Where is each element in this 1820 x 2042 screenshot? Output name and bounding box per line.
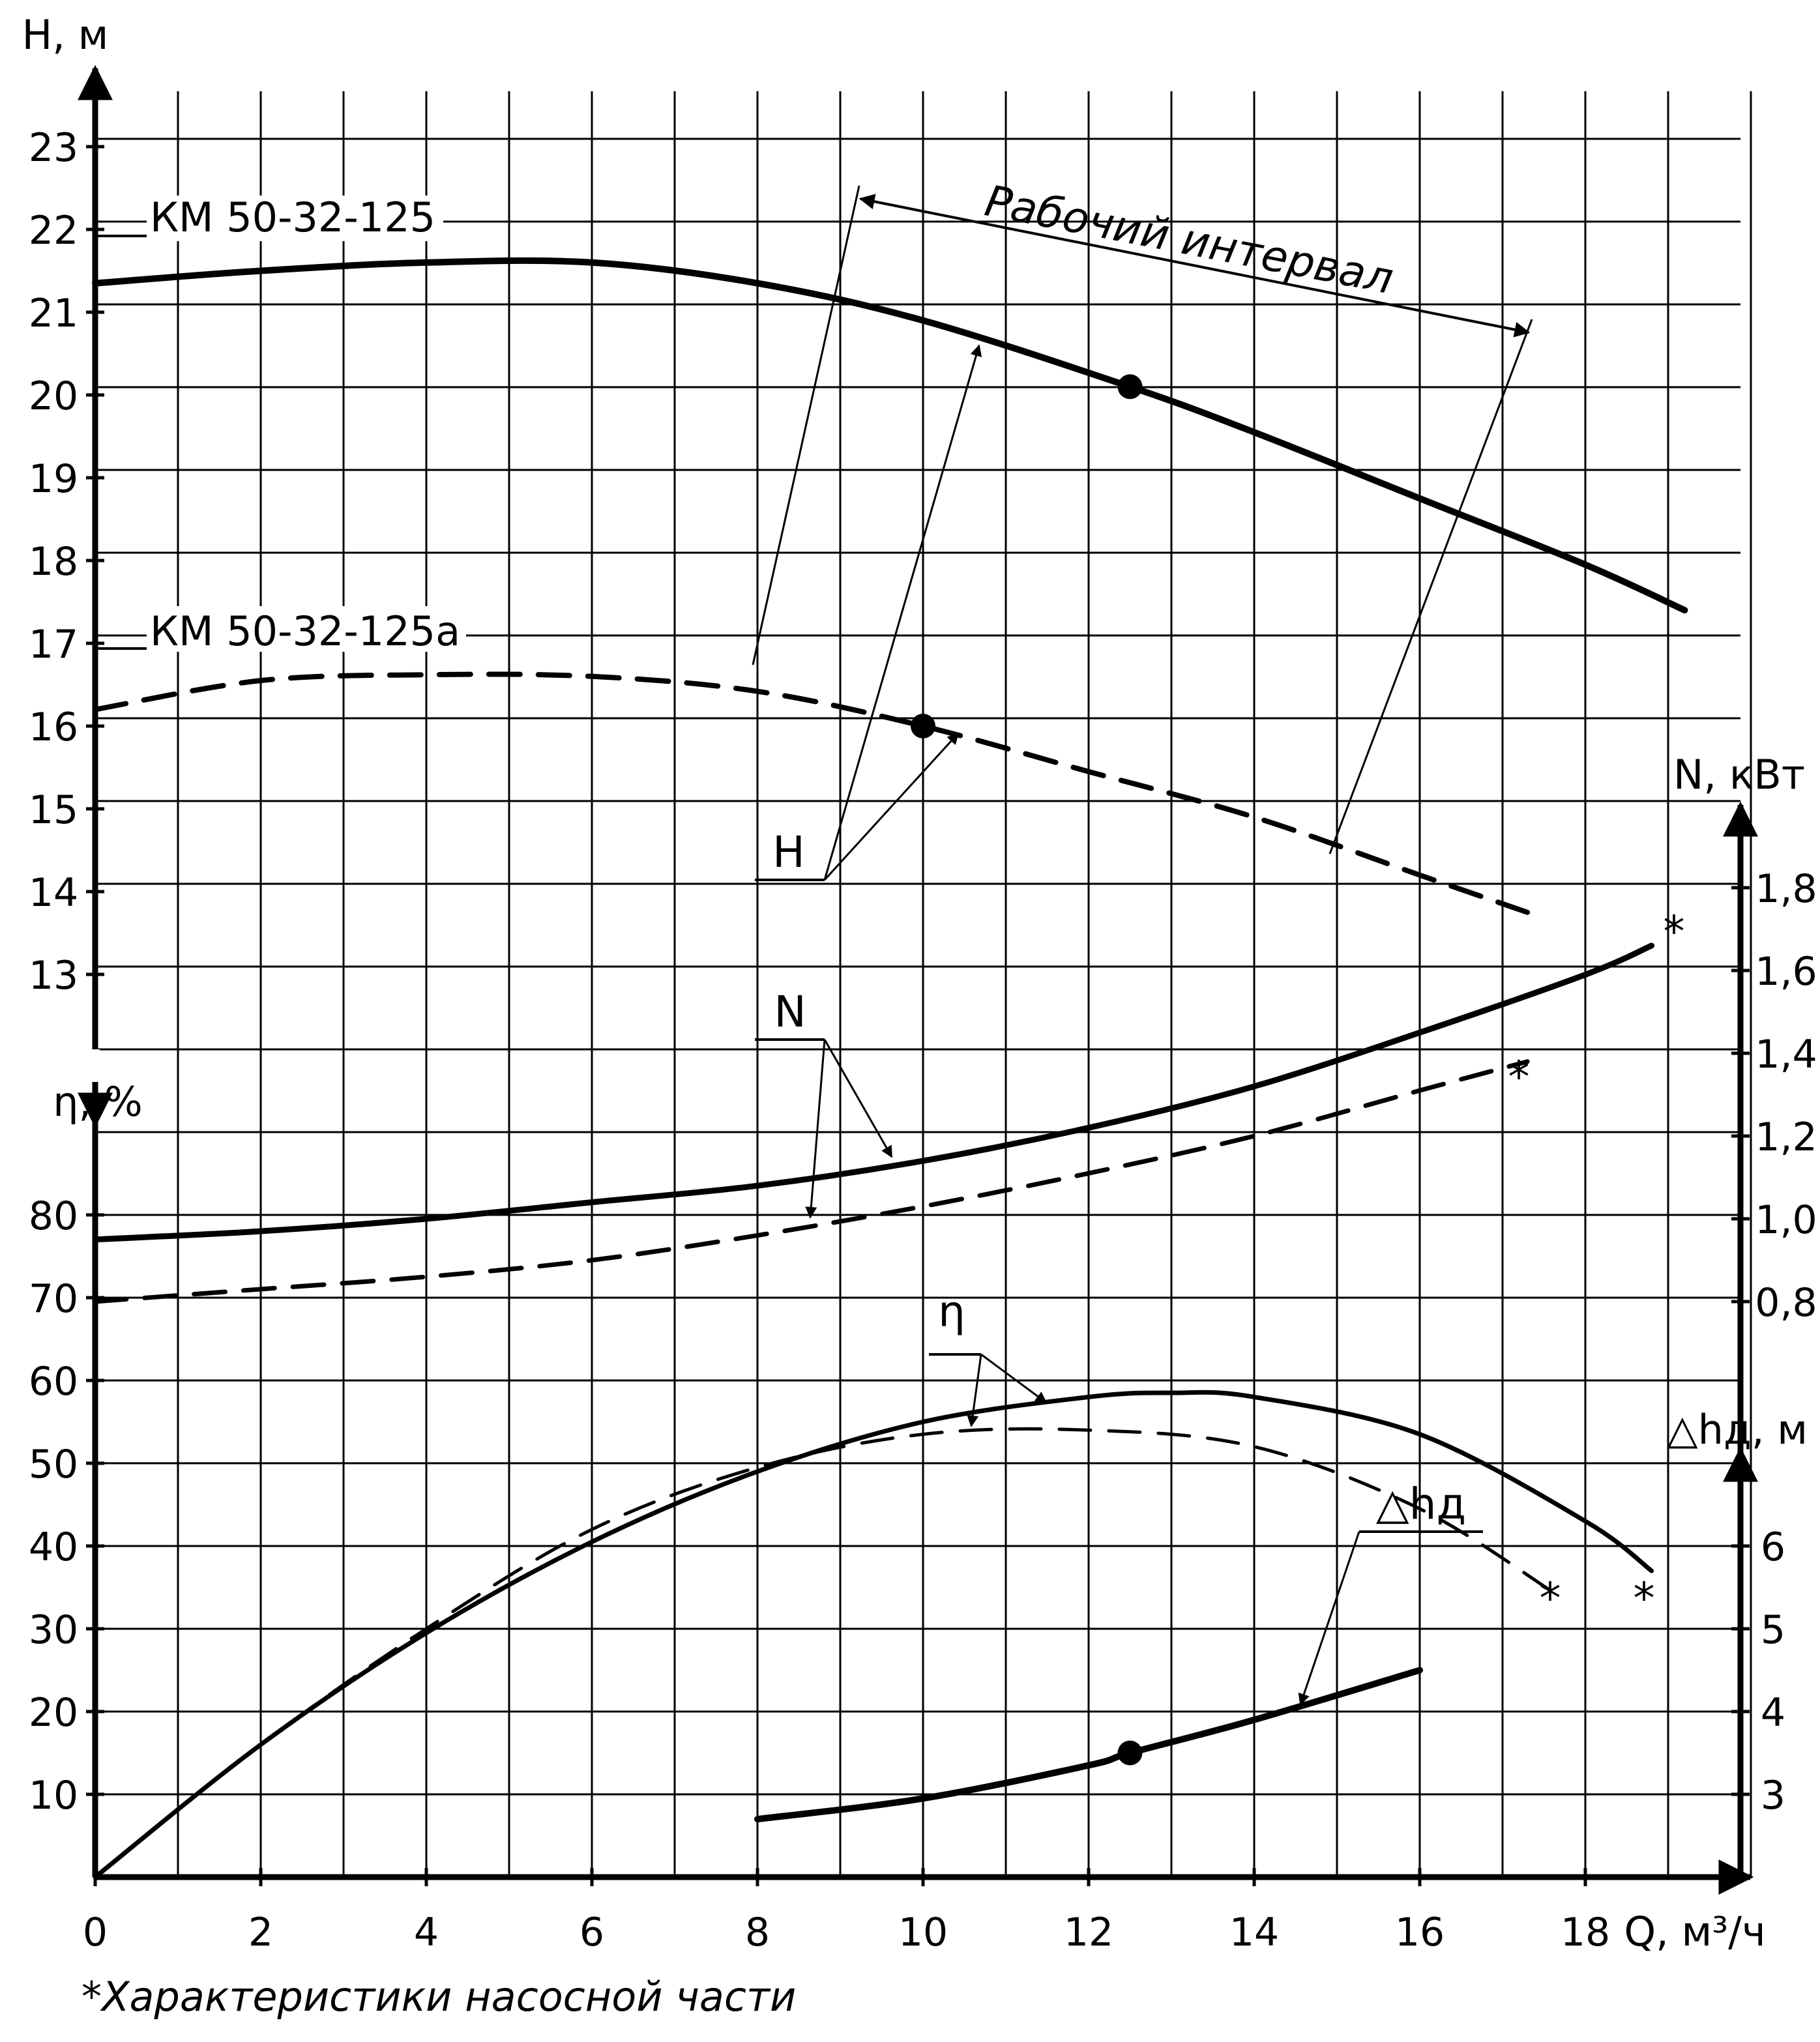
npsh-tick-label: 4 bbox=[1761, 1690, 1785, 1736]
efficiency-tick-label: 80 bbox=[29, 1193, 78, 1239]
model-label-125: КМ 50-32-125 bbox=[150, 194, 435, 241]
head-tick-label: 20 bbox=[29, 373, 78, 419]
head-tick-label: 21 bbox=[29, 291, 78, 336]
end-marker: * bbox=[1508, 1052, 1530, 1102]
power-tick-label: 0,8 bbox=[1755, 1280, 1817, 1326]
efficiency-tick-label: 30 bbox=[29, 1607, 78, 1653]
q-tick-label: 12 bbox=[1064, 1910, 1113, 1955]
series-△hд-solid-6 bbox=[754, 1667, 1423, 1823]
eta-callout-label: η bbox=[938, 1287, 965, 1337]
operating-point bbox=[1117, 1740, 1143, 1766]
power-tick-label: 1,8 bbox=[1755, 866, 1817, 912]
head-tick-label: 19 bbox=[29, 456, 78, 502]
q-tick-label: 0 bbox=[83, 1910, 108, 1955]
efficiency-tick-label: 50 bbox=[29, 1442, 78, 1487]
efficiency-tick-label: 70 bbox=[29, 1276, 78, 1322]
annotations: КМ 50-32-125 КМ 50-32-125а Рабочий интерва… bbox=[81, 175, 1685, 2020]
head-tick-label: 22 bbox=[29, 208, 78, 254]
power-tick-label: 1,2 bbox=[1755, 1115, 1817, 1160]
label-bg bbox=[147, 196, 443, 241]
series-η-solid-4 bbox=[93, 1390, 1654, 1880]
npsh-callout-label: △hд bbox=[1376, 1479, 1466, 1529]
working-range-left-line bbox=[752, 185, 860, 665]
npsh-tick-label: 6 bbox=[1761, 1524, 1785, 1570]
eta-callout-arrow bbox=[980, 1353, 1048, 1404]
head-tick-label: 18 bbox=[29, 539, 78, 585]
working-range-right-line bbox=[1328, 319, 1533, 854]
series-H-dashed-1 bbox=[93, 671, 1531, 915]
grid-lines bbox=[95, 91, 1752, 1877]
q-tick-label: 2 bbox=[248, 1910, 273, 1955]
operating-point bbox=[1117, 374, 1143, 400]
efficiency-tick-label: 40 bbox=[29, 1524, 78, 1570]
h-callout-label: H bbox=[772, 827, 805, 877]
q-tick-label: 6 bbox=[580, 1910, 604, 1955]
series-η-dashed-5 bbox=[93, 1427, 1554, 1879]
n-callout-label: N bbox=[774, 987, 806, 1037]
series-H-solid-0 bbox=[92, 257, 1688, 614]
efficiency-tick-label: 60 bbox=[29, 1359, 78, 1405]
q-tick-label: 18 bbox=[1561, 1910, 1610, 1955]
efficiency-tick-label: 20 bbox=[29, 1690, 78, 1736]
q-tick-label: 8 bbox=[745, 1910, 770, 1955]
end-marker: * bbox=[1634, 1573, 1655, 1624]
q-tick-label: 4 bbox=[414, 1910, 439, 1955]
npsh-tick-label: 3 bbox=[1761, 1773, 1785, 1818]
power-axis-label: N, кВт bbox=[1673, 751, 1805, 798]
npsh-callout-arrow bbox=[1298, 1531, 1360, 1706]
eta-callout-arrow bbox=[967, 1354, 982, 1427]
power-tick-label: 1,0 bbox=[1755, 1197, 1817, 1243]
q-tick-label: 14 bbox=[1229, 1910, 1279, 1955]
head-tick-label: 14 bbox=[29, 870, 78, 916]
working-range-arrow bbox=[859, 194, 1531, 338]
operating-point bbox=[911, 714, 935, 738]
model-label-125a: КМ 50-32-125а bbox=[150, 607, 460, 655]
head-tick-label: 15 bbox=[29, 787, 78, 833]
q-axis-label: Q, м³/ч bbox=[1624, 1908, 1765, 1955]
axes: 0 2 4 6 8 10 12 14 16 18 Q, м³/ч 13 14 15 16 17 18 19 20 21… bbox=[22, 11, 1817, 1955]
series-N-dashed-3 bbox=[93, 1059, 1530, 1304]
q-tick-label: 10 bbox=[898, 1910, 948, 1955]
h-callout-arrow bbox=[823, 732, 960, 881]
npsh-tick-label: 5 bbox=[1761, 1607, 1785, 1653]
end-marker: * bbox=[1540, 1573, 1561, 1624]
label-bg bbox=[147, 606, 466, 652]
head-axis-label: H, м bbox=[22, 11, 109, 59]
working-range-label: Рабочий интервал bbox=[981, 175, 1398, 304]
efficiency-axis-label: η, % bbox=[53, 1078, 143, 1126]
head-tick-label: 16 bbox=[29, 705, 78, 750]
power-tick-label: 1,4 bbox=[1755, 1032, 1817, 1077]
footnote: *Характеристики насосной части bbox=[81, 1973, 796, 2020]
h-callout-arrow bbox=[823, 344, 982, 881]
head-tick-label: 23 bbox=[29, 125, 78, 171]
power-tick-label: 1,6 bbox=[1755, 949, 1817, 995]
curves bbox=[92, 257, 1688, 1880]
n-callout-arrow bbox=[823, 1039, 893, 1158]
end-marker: * bbox=[1664, 907, 1685, 957]
npsh-axis-label: △hд, м bbox=[1667, 1406, 1808, 1453]
q-tick-label: 16 bbox=[1395, 1910, 1445, 1955]
head-tick-label: 13 bbox=[29, 953, 78, 999]
series-N-solid-2 bbox=[92, 942, 1655, 1243]
n-callout-arrow bbox=[805, 1039, 826, 1219]
efficiency-tick-label: 10 bbox=[29, 1773, 78, 1818]
head-tick-label: 17 bbox=[29, 622, 78, 667]
